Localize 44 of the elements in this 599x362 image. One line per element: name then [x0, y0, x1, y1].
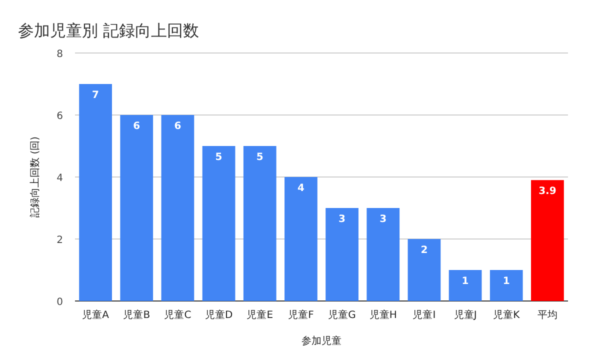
bar	[79, 84, 112, 301]
data-label: 3	[380, 214, 387, 225]
bar	[243, 146, 276, 301]
x-tick-label: 児童I	[412, 309, 436, 321]
bar	[326, 208, 358, 301]
y-tick-label: 8	[56, 49, 63, 60]
data-label: 5	[256, 152, 264, 163]
bar	[531, 180, 564, 301]
bar	[161, 115, 194, 301]
bar	[284, 177, 318, 301]
x-tick-label: 児童B	[123, 309, 150, 321]
x-tick-label: 児童K	[493, 309, 520, 321]
data-label: 1	[502, 276, 510, 287]
x-tick-label: 児童F	[288, 309, 314, 321]
bar	[120, 115, 154, 301]
y-tick-label: 6	[56, 111, 63, 122]
y-tick-label: 0	[56, 297, 63, 308]
y-tick-label: 2	[56, 235, 63, 246]
data-label: 3.9	[538, 186, 556, 198]
x-tick-label: 児童G	[328, 309, 356, 321]
x-tick-label: 児童E	[246, 309, 274, 321]
x-tick-label: 児童A	[82, 309, 110, 321]
data-label: 5	[215, 152, 222, 163]
data-label: 1	[462, 276, 469, 287]
data-label: 6	[133, 121, 140, 132]
bar	[202, 146, 236, 301]
data-label: 2	[420, 245, 428, 256]
bar	[448, 270, 482, 301]
x-tick-label: 児童D	[204, 309, 233, 321]
y-axis-title: 記録向上回数 (回)	[29, 136, 41, 218]
data-label: 7	[92, 90, 100, 101]
x-axis-title: 参加児童	[302, 335, 342, 347]
chart-title: 参加児童別 記録向上回数	[18, 21, 200, 40]
bar	[366, 208, 400, 301]
data-label: 4	[297, 183, 304, 194]
bar	[490, 270, 523, 301]
y-tick-label: 4	[56, 173, 63, 184]
bar	[408, 239, 441, 301]
x-tick-label: 児童C	[164, 309, 192, 321]
data-label: 3	[338, 214, 346, 225]
x-tick-label: 児童J	[454, 309, 477, 321]
x-tick-label: 平均	[537, 309, 558, 321]
x-tick-label: 児童H	[369, 309, 397, 321]
data-label: 6	[174, 121, 182, 132]
